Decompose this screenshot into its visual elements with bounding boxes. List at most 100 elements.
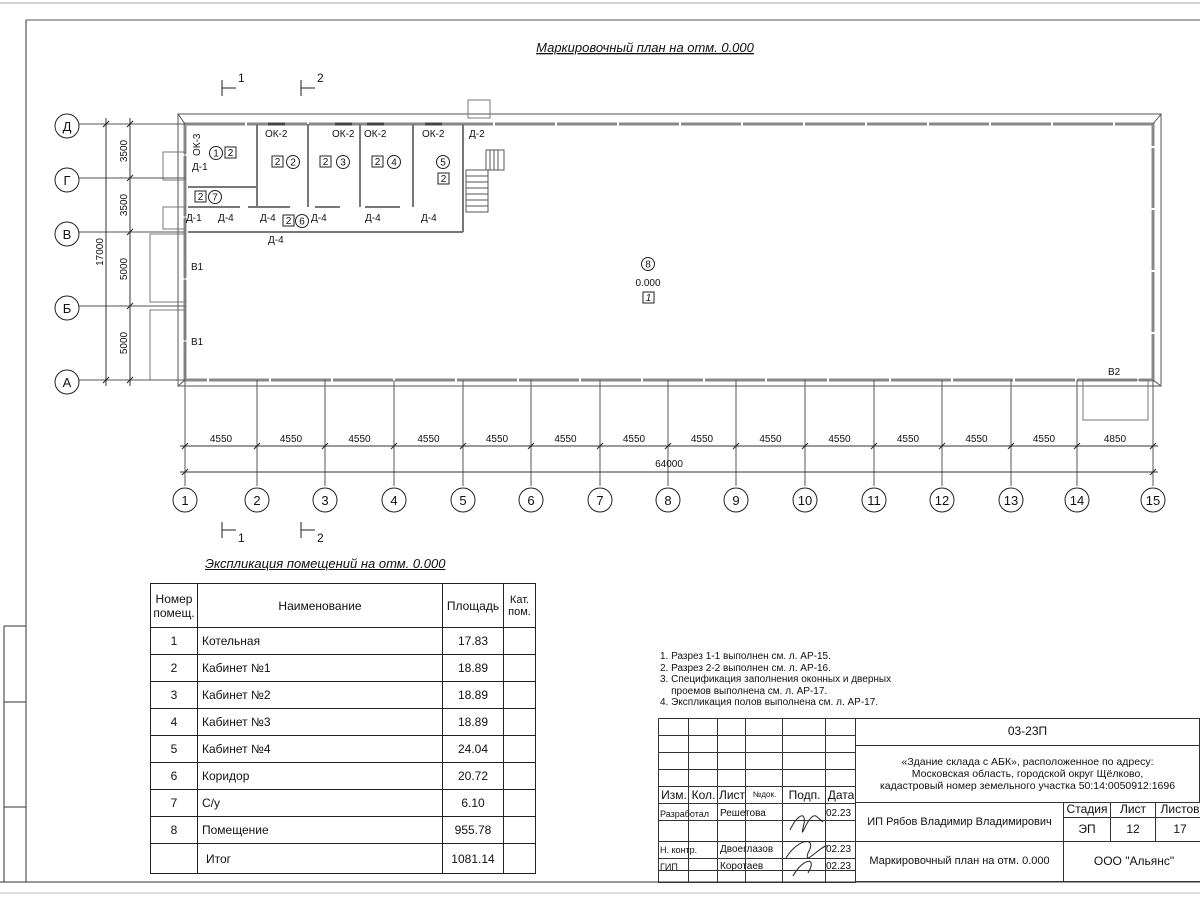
axis-label: 5: [459, 493, 466, 508]
span-dimension: 4550: [280, 434, 303, 445]
axis-label: 4: [390, 493, 397, 508]
building-outline: [149, 99, 1162, 421]
axis-bubble: [381, 487, 407, 513]
section-label: 1: [238, 531, 245, 545]
room-name: Коридор: [197, 762, 443, 790]
dimension-tick: [732, 442, 740, 450]
dimension-tick: [664, 442, 672, 450]
span-dimension: 4550: [965, 434, 988, 445]
axis-label: В: [63, 227, 72, 242]
dimension-tick: [870, 442, 878, 450]
room-category-box: [224, 146, 237, 159]
dimension-tick: [181, 442, 189, 450]
axis-label: 11: [867, 493, 881, 508]
role-label: Разработал: [660, 808, 709, 819]
room-category-cell: [503, 789, 536, 817]
room-number: 2: [290, 158, 296, 169]
dimension-tick: [390, 442, 398, 450]
axis-bubble: [244, 487, 270, 513]
table-row: 2 Кабинет №1 18.89: [150, 654, 536, 682]
header-category: Кат. пом.: [503, 583, 536, 628]
room-category-cell: [503, 816, 536, 844]
room-category-cell: [503, 708, 536, 736]
plan-title: Маркировочный план на отм. 0.000: [536, 40, 755, 55]
room-name: Кабинет №1: [197, 654, 443, 682]
room-area: 20.72: [442, 762, 504, 790]
room-category-cell: [503, 654, 536, 682]
note-2: 2. Разрез 2-2 выполнен см. л. АР-16.: [660, 662, 831, 674]
room-category: 2: [198, 192, 204, 203]
title-block: Изм. Кол. Лист №док. Подп. Дата Разработал Реше…: [658, 718, 1200, 883]
axis-bubble: [861, 487, 887, 513]
role-label: ГИП: [660, 861, 678, 872]
axis-label: Б: [63, 301, 72, 316]
header-number: Номер помещ.: [150, 583, 198, 628]
room-name: Котельная: [197, 627, 443, 655]
dimension-tick: [102, 120, 110, 128]
total-width-dimension: 17000: [95, 238, 106, 266]
axis-label: А: [63, 375, 72, 390]
room-category-cell: [503, 681, 536, 709]
stage-label: Стадия: [1063, 802, 1111, 818]
room-category: 2: [323, 157, 329, 168]
sign-date: 02.23: [826, 808, 852, 819]
room-number: 5: [150, 735, 198, 763]
hall-category: 1: [646, 293, 652, 304]
dimension-tick: [527, 442, 535, 450]
axis-bubble: [792, 487, 818, 513]
span-dimension: 4550: [1033, 434, 1056, 445]
span-dimension: 5000: [119, 331, 130, 354]
room-area: 18.89: [442, 681, 504, 709]
column-header: Изм.: [661, 787, 687, 802]
sheet-title: Маркировочный план на отм. 0.000: [855, 841, 1064, 882]
axis-label: 2: [253, 493, 260, 508]
axis-bubble: [998, 487, 1024, 513]
window-label: ОК-2: [332, 129, 355, 140]
room-category-box: [319, 155, 332, 168]
table-row: 8 Помещение 955.78: [150, 816, 536, 844]
axis-label: Д: [63, 119, 72, 134]
room-category: 2: [441, 174, 447, 185]
room-name: Кабинет №2: [197, 681, 443, 709]
room-number-marker: [336, 155, 350, 169]
room-area: 17.83: [442, 627, 504, 655]
column-header: Кол.: [691, 787, 716, 802]
total-row: Итог 1081.14: [150, 843, 536, 874]
room-category-cell: [503, 735, 536, 763]
sign-date: 02.23: [826, 861, 852, 872]
plan-labels: 1 21 2ОК-2 ОК-2 ОК-2 ОК-2ОК-3Д-1Д-1Д-2Д-4 Д-4 Д…: [186, 71, 1121, 545]
note-1: 1. Разрез 1-1 выполнен см. л. АР-15.: [660, 651, 831, 662]
span-dimension: 4550: [691, 434, 714, 445]
axis-label: 7: [596, 493, 603, 508]
door-label: Д-2: [469, 129, 485, 140]
room-category-box: [282, 214, 295, 227]
room-number-marker: [641, 257, 655, 271]
axis-bubble: [723, 487, 749, 513]
section-label: 2: [317, 71, 324, 85]
room-number-marker: [387, 155, 401, 169]
dimension-tick: [1149, 442, 1157, 450]
axis-label: 6: [527, 493, 534, 508]
axis-bubble: [655, 487, 681, 513]
table-row: 7 С/у 6.10: [150, 789, 536, 817]
note-4: 4. Экспликация полов выполнена см. л. АР…: [660, 697, 879, 708]
person-name: Решетова: [720, 808, 766, 819]
span-dimension: 4550: [210, 434, 233, 445]
axis-label: 15: [1146, 493, 1160, 508]
door-label: Д-1: [192, 162, 208, 173]
author-organization: ИП Рябов Владимир Владимирович: [855, 802, 1064, 842]
room-category-cell: [503, 627, 536, 655]
axis-bubble: [54, 295, 80, 321]
dimension-tick: [1007, 442, 1015, 450]
table-header: Номер помещ. Наименование Площадь Кат. п…: [150, 583, 536, 628]
sign-date: 02.23: [826, 844, 852, 855]
span-dimension: 4550: [417, 434, 440, 445]
window-label: ОК-3: [192, 133, 203, 156]
header-name: Наименование: [197, 583, 443, 628]
table-row: 5 Кабинет №4 24.04: [150, 735, 536, 763]
room-name: Помещение: [197, 816, 443, 844]
axis-label: 1: [181, 493, 188, 508]
role-label: Н. контр.: [660, 844, 698, 855]
